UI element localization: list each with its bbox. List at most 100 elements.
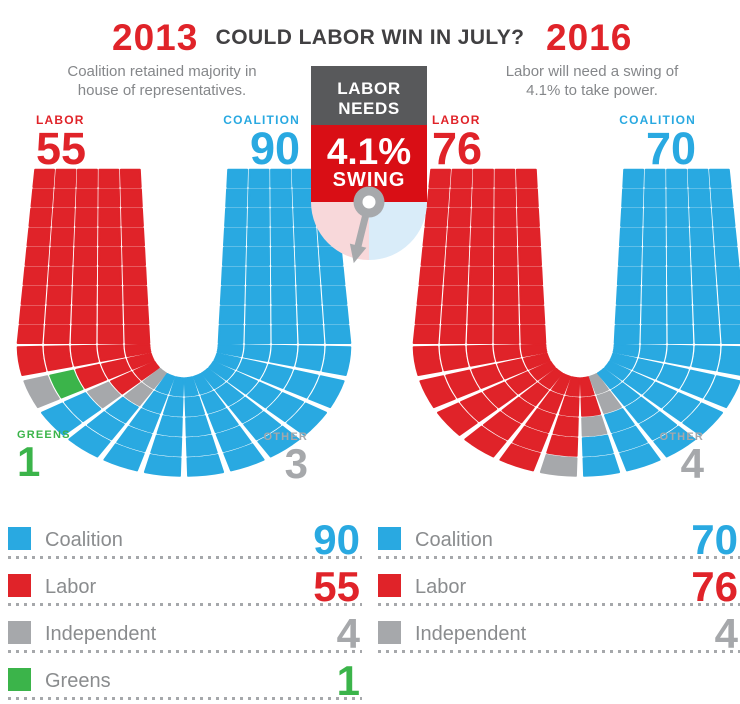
seat bbox=[445, 369, 480, 399]
seat bbox=[318, 246, 344, 266]
seat bbox=[294, 246, 319, 266]
seat bbox=[129, 408, 160, 434]
legend-label: Coalition bbox=[415, 529, 493, 551]
seat bbox=[200, 390, 226, 414]
seat bbox=[291, 168, 314, 188]
subtitle-2013-line1: Coalition retained majority in bbox=[67, 63, 257, 80]
seat bbox=[666, 207, 689, 227]
seat bbox=[184, 395, 206, 417]
seat bbox=[47, 266, 73, 286]
seat bbox=[666, 227, 690, 247]
legend-value: 4 bbox=[336, 610, 360, 658]
gauge-needs-line1: LABOR bbox=[337, 79, 401, 98]
seat bbox=[208, 408, 239, 434]
seat bbox=[625, 396, 659, 424]
legend-row-independent-2013: Independent 4 bbox=[8, 606, 362, 658]
seat bbox=[213, 352, 241, 370]
seat bbox=[22, 266, 48, 286]
dotted-divider bbox=[378, 556, 740, 559]
dotted-divider bbox=[8, 697, 362, 700]
seat bbox=[499, 443, 541, 472]
seat bbox=[110, 371, 141, 395]
seat bbox=[692, 285, 718, 305]
seat bbox=[466, 344, 495, 367]
seat bbox=[321, 285, 348, 305]
seat bbox=[619, 443, 661, 472]
seat bbox=[621, 188, 644, 208]
seat bbox=[445, 246, 470, 266]
other-value-2013: 3 bbox=[284, 440, 308, 487]
seat bbox=[517, 227, 541, 247]
seat bbox=[717, 345, 740, 376]
seat bbox=[515, 168, 538, 188]
other-stat-2013: OTHER 3 bbox=[264, 431, 309, 484]
seat bbox=[18, 305, 46, 325]
seat bbox=[615, 285, 641, 305]
seat bbox=[185, 434, 218, 457]
seat bbox=[121, 207, 144, 227]
seat bbox=[538, 390, 564, 414]
seat bbox=[517, 207, 540, 227]
seat bbox=[97, 285, 123, 305]
seat bbox=[98, 207, 121, 227]
labor-label-2016: LABOR bbox=[432, 113, 481, 127]
seat bbox=[693, 305, 719, 325]
seat bbox=[98, 246, 122, 266]
legend-value: 1 bbox=[336, 657, 360, 704]
seat bbox=[26, 227, 51, 247]
seat bbox=[245, 285, 271, 305]
seat bbox=[98, 188, 121, 208]
year-2016: 2016 bbox=[546, 17, 633, 58]
seat bbox=[412, 345, 443, 376]
seat bbox=[53, 188, 76, 208]
seat bbox=[639, 411, 678, 441]
seat bbox=[520, 382, 549, 407]
seat bbox=[709, 168, 732, 188]
seat bbox=[579, 376, 595, 397]
seat bbox=[667, 285, 692, 305]
coalition-stat-2013: COALITION 90 bbox=[223, 113, 300, 171]
greens-swatch bbox=[8, 668, 31, 691]
labor-value-2013: 55 bbox=[36, 123, 87, 174]
seat bbox=[412, 324, 440, 344]
seat bbox=[116, 425, 153, 453]
seat bbox=[224, 207, 247, 227]
dotted-divider bbox=[8, 556, 362, 559]
seat bbox=[16, 345, 47, 376]
seat bbox=[623, 371, 654, 395]
seat bbox=[120, 188, 143, 208]
seat bbox=[296, 285, 322, 305]
subtitle-2013-line2: house of representatives. bbox=[77, 82, 247, 100]
seat bbox=[270, 207, 293, 227]
seat bbox=[689, 207, 713, 227]
seat bbox=[215, 425, 252, 453]
seat bbox=[443, 266, 469, 286]
seat bbox=[604, 408, 635, 434]
seat bbox=[460, 392, 498, 423]
seat bbox=[122, 266, 148, 286]
seat bbox=[43, 345, 73, 372]
legend-value: 90 bbox=[313, 516, 360, 564]
seat bbox=[169, 376, 185, 397]
seat bbox=[662, 392, 700, 423]
independent-swatch bbox=[8, 621, 31, 644]
seat bbox=[219, 285, 245, 305]
seat bbox=[711, 207, 736, 227]
seat bbox=[321, 345, 352, 376]
seat bbox=[23, 375, 60, 409]
seat bbox=[506, 371, 537, 395]
seat bbox=[643, 381, 677, 409]
legend-label: Independent bbox=[415, 623, 527, 645]
seat bbox=[75, 363, 108, 389]
seat bbox=[243, 411, 282, 441]
dotted-divider bbox=[8, 650, 362, 653]
seat bbox=[322, 305, 350, 325]
seat bbox=[75, 188, 98, 208]
seat bbox=[688, 188, 711, 208]
legend-2013: Coalition 90 Labor 55 Independent 4 Gree… bbox=[8, 512, 362, 704]
seat bbox=[123, 285, 149, 305]
seat bbox=[97, 324, 124, 344]
seat bbox=[248, 168, 270, 188]
seat bbox=[50, 227, 75, 247]
seat bbox=[689, 227, 714, 247]
